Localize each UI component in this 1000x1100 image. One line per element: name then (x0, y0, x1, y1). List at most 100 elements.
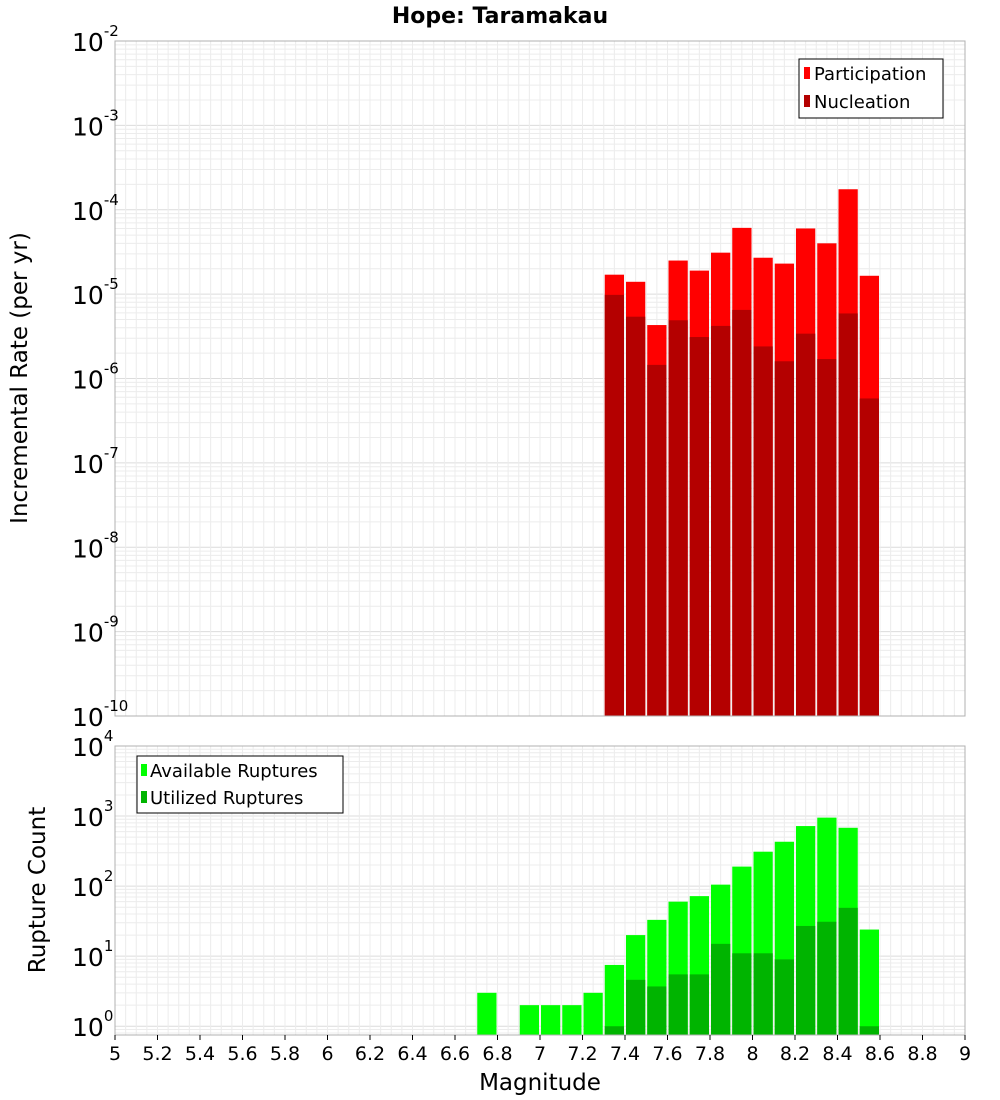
utilized-ruptures-bar (753, 953, 773, 1035)
available-ruptures-bar (562, 1005, 582, 1035)
available-ruptures-bar (583, 992, 603, 1035)
utilized-ruptures-bar (711, 943, 731, 1035)
x-tick-label: 5.6 (227, 1043, 257, 1065)
y-tick-exponent: -6 (104, 360, 119, 378)
y-tick-base: 10 (72, 943, 104, 972)
y-tick-base: 10 (72, 619, 104, 648)
y-tick-base: 10 (72, 366, 104, 395)
y-tick-label: 104 (72, 727, 113, 762)
x-tick-label: 8.2 (780, 1043, 810, 1065)
nucleation-legend-swatch (804, 95, 810, 107)
nucleation-bar (647, 364, 667, 716)
available-ruptures-bar (477, 992, 497, 1035)
rate-bars (604, 189, 879, 717)
x-tick-label: 6 (321, 1043, 333, 1065)
x-tick-label: 6.8 (482, 1043, 512, 1065)
x-tick-label: 9 (959, 1043, 971, 1065)
y-tick-base: 10 (72, 873, 104, 902)
utilized-ruptures-bar (689, 974, 709, 1035)
nucleation-bar (626, 316, 646, 716)
x-tick-label: 5 (109, 1043, 121, 1065)
x-tick-label: 6.2 (355, 1043, 385, 1065)
y-tick-label: 103 (72, 797, 113, 832)
y-tick-label: 10-9 (72, 613, 119, 648)
y-tick-exponent: -5 (104, 275, 119, 293)
x-tick-label: 7.8 (695, 1043, 725, 1065)
x-tick-label: 5.8 (270, 1043, 300, 1065)
y-tick-label: 10-6 (72, 360, 119, 395)
available-ruptures-bar (859, 929, 879, 1035)
y-tick-label: 10-5 (72, 275, 119, 310)
x-tick-label: 8.8 (907, 1043, 937, 1065)
count-y-axis-label: Rupture Count (25, 807, 51, 973)
x-tick-label: 7 (534, 1043, 546, 1065)
x-tick-label: 6.6 (440, 1043, 470, 1065)
y-tick-label: 10-10 (72, 697, 128, 732)
nucleation-bar (859, 398, 879, 716)
y-tick-label: 100 (72, 1007, 113, 1042)
y-tick-base: 10 (72, 703, 104, 732)
count-bars (477, 817, 879, 1035)
y-tick-exponent: -4 (104, 191, 119, 209)
utilized-ruptures-bar (859, 1026, 879, 1035)
utilized-ruptures-bar (626, 979, 646, 1035)
y-tick-label: 10-2 (72, 22, 119, 57)
y-tick-label: 10-8 (72, 528, 119, 563)
x-ticks: 5 5.2 5.4 5.6 5.8 6 6.2 6.4 6.6 6.8 7 7.2 7.4 7.6 7.8 8… (109, 1035, 971, 1065)
utilized-ruptures-bar (796, 925, 816, 1035)
x-tick-label: 8.6 (865, 1043, 895, 1065)
available-ruptures-bar (519, 1005, 539, 1035)
y-tick-exponent: -3 (104, 106, 119, 124)
rate-legend-box (798, 58, 944, 119)
y-tick-exponent: 3 (104, 797, 114, 815)
y-tick-base: 10 (72, 450, 104, 479)
y-tick-base: 10 (72, 534, 104, 563)
available-legend-label: Available Ruptures (150, 761, 318, 782)
utilized-ruptures-bar (668, 974, 688, 1035)
rate-y-ticks: 10-210-310-410-510-610-710-810-910-10 (72, 22, 128, 732)
nucleation-bar (604, 294, 624, 716)
utilized-ruptures-bar (604, 1026, 624, 1035)
y-tick-base: 10 (72, 803, 104, 832)
nucleation-bar (838, 313, 858, 716)
y-tick-exponent: 4 (104, 727, 114, 745)
utilized-ruptures-bar (774, 959, 794, 1035)
y-tick-base: 10 (72, 281, 104, 310)
y-tick-label: 10-3 (72, 106, 119, 141)
nucleation-bar (753, 346, 773, 716)
rate-plot-frame (114, 40, 966, 717)
utilized-ruptures-bar (647, 986, 667, 1035)
x-tick-label: 7.6 (652, 1043, 682, 1065)
x-tick-label: 6.4 (397, 1043, 427, 1065)
y-tick-base: 10 (72, 28, 104, 57)
available-ruptures-bar (541, 1005, 561, 1035)
nucleation-bar (732, 309, 752, 716)
rate-legend: Participation Nucleation (798, 58, 944, 119)
rate-grid (114, 41, 966, 717)
y-tick-exponent: -2 (104, 22, 119, 40)
participation-legend-label: Participation (814, 64, 926, 85)
nucleation-bar (668, 320, 688, 716)
nucleation-bar (689, 337, 709, 716)
count-legend: Available Ruptures Utilized Ruptures (136, 755, 344, 814)
utilized-ruptures-bar (838, 907, 858, 1035)
rate-panel: 10-210-310-410-510-610-710-810-910-10 In… (7, 22, 966, 732)
y-tick-base: 10 (72, 733, 104, 762)
y-tick-label: 10-4 (72, 191, 119, 226)
y-tick-exponent: 0 (104, 1007, 114, 1025)
x-tick-label: 8 (746, 1043, 758, 1065)
y-tick-base: 10 (72, 112, 104, 141)
y-tick-exponent: -8 (104, 528, 119, 546)
y-tick-exponent: -10 (104, 697, 129, 715)
x-tick-label: 7.4 (610, 1043, 640, 1065)
nucleation-bar (774, 361, 794, 716)
y-tick-exponent: -7 (104, 444, 119, 462)
y-tick-base: 10 (72, 1013, 104, 1042)
y-tick-label: 10-7 (72, 444, 119, 479)
x-axis-label: Magnitude (479, 1070, 601, 1096)
nucleation-bar (796, 333, 816, 716)
y-tick-base: 10 (72, 197, 104, 226)
